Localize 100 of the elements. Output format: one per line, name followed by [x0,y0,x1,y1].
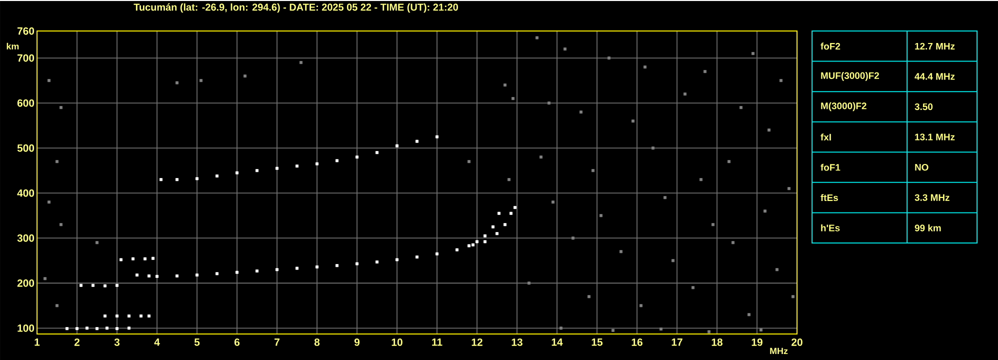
point [548,102,551,105]
point [116,314,119,318]
point [788,187,791,190]
point [600,214,603,218]
x-tick-label: 2 [74,338,80,346]
point [512,97,515,100]
point [48,200,51,204]
point [148,314,151,318]
x-tick-label: 7 [274,338,280,346]
x-tick-label: 14 [552,338,563,346]
point [560,326,563,330]
point [136,274,139,277]
point [216,272,219,276]
point [704,70,707,74]
category-label: foF1 [820,164,840,171]
x-tick-label: 10 [392,338,402,346]
point [436,135,439,138]
point [116,327,119,330]
point [684,92,687,96]
y-tick-label: 300 [17,234,34,242]
x-tick-label: 5 [194,338,200,346]
point [640,304,643,308]
point [776,268,779,272]
point [176,81,179,84]
category-label: h'Es [821,224,840,232]
point [588,295,591,298]
point [296,164,299,168]
point [176,178,179,182]
point [764,210,767,213]
point [508,178,511,182]
point [564,48,567,51]
point [316,265,319,268]
point [160,178,163,182]
x-tick-label: 1 [34,338,40,346]
point [572,236,575,240]
x-tick-label: 17 [672,338,682,346]
y-tick-label: 100 [18,324,34,332]
point [396,258,399,262]
point [780,79,783,82]
point [296,266,299,270]
category-label: MUF(3000)F2 [821,72,879,81]
point [276,166,279,170]
point [504,223,507,226]
point [56,160,59,164]
point [116,284,119,287]
point [106,326,109,330]
point [612,328,615,332]
point [86,326,89,330]
y-tick-label: 400 [17,189,34,197]
y-axis-title: km [6,42,19,50]
point [700,178,703,182]
x-tick-label: 11 [432,338,442,346]
point [664,196,667,200]
x-tick-label: 6 [234,338,240,346]
point [132,257,135,260]
point [620,250,623,254]
point [660,328,663,331]
point [644,66,647,69]
point [514,206,517,209]
point [336,159,339,162]
x-tick-label: 20 [792,338,802,346]
point [148,274,151,278]
point [760,328,763,332]
point [316,162,319,166]
point [484,240,487,244]
point [540,156,543,159]
point [536,36,539,40]
point [592,169,595,172]
y-tick-label: 700 [18,54,34,62]
text: 13.1 MHz [915,134,955,140]
point [692,286,695,290]
point [552,200,555,204]
x-tick-label: 3 [114,338,120,346]
point [120,258,123,262]
point [244,74,247,78]
category-label: foF2 [820,42,840,50]
point [740,106,743,110]
text: 44.4 MHz [914,73,955,80]
point [76,327,79,330]
point [256,169,259,172]
point [356,156,359,159]
point [498,212,501,215]
point [156,274,159,278]
point [510,212,513,215]
point [256,269,259,272]
point [768,128,771,132]
point [196,274,199,277]
text: NO [915,164,928,171]
point [376,260,379,264]
x-tick-label: 9 [354,338,360,346]
point [732,241,735,244]
category-label: M(3000)F2 [821,102,866,112]
point [504,84,507,87]
point [492,225,495,228]
point [56,304,59,308]
point [80,284,83,287]
point [236,171,239,174]
text: 3.3 MHz [914,194,950,201]
point [752,52,755,56]
y-tick-label: 200 [17,279,34,287]
